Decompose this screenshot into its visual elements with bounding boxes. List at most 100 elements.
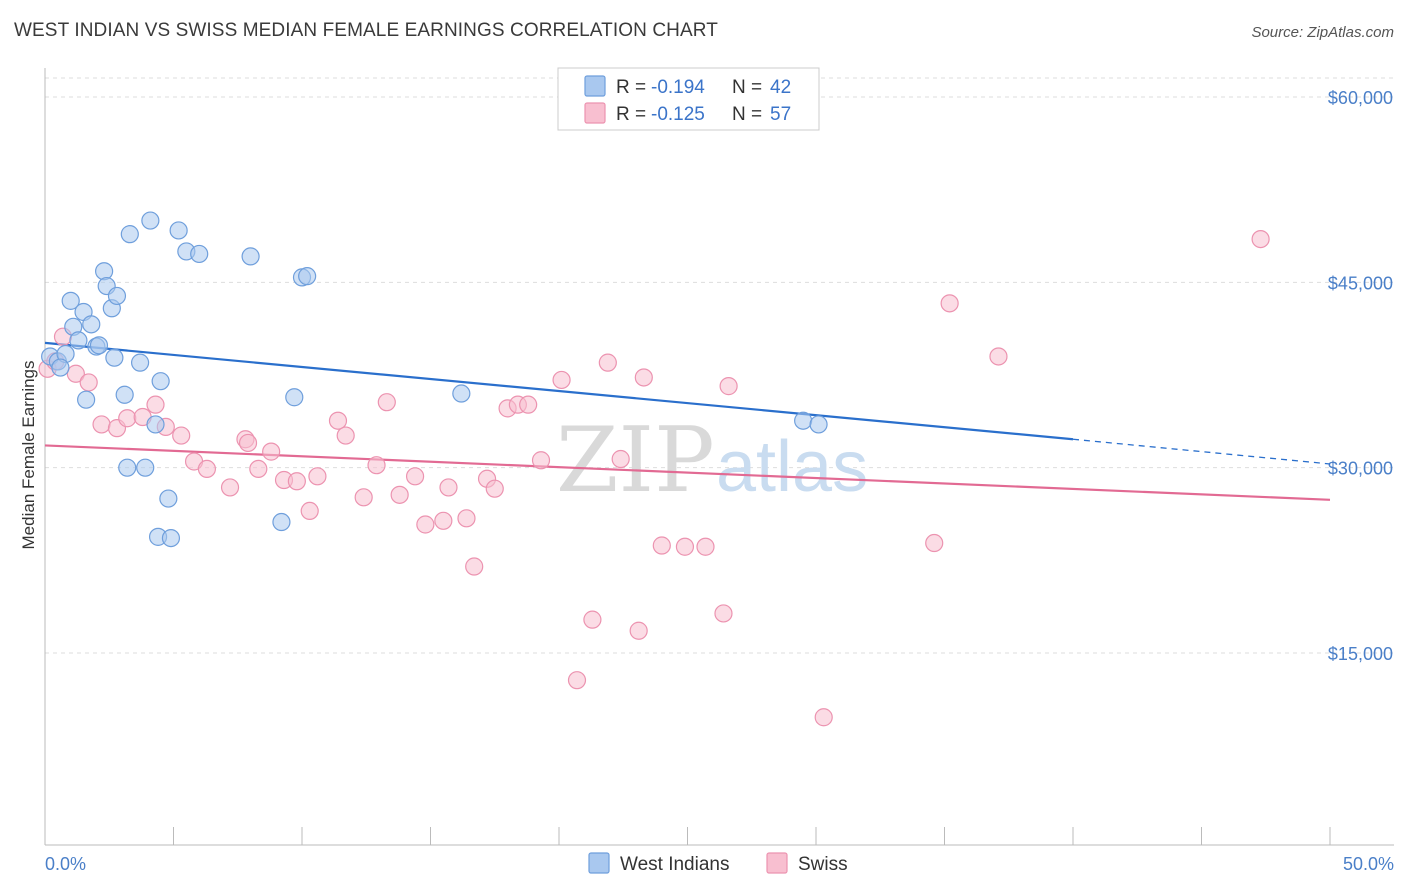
point-west-indians-21 bbox=[136, 458, 155, 477]
point-swiss-46 bbox=[629, 621, 648, 640]
point-swiss-5 bbox=[92, 415, 111, 434]
y-axis-title: Median Female Earnings bbox=[19, 361, 38, 550]
y-tick-label-1: $30,000 bbox=[1328, 459, 1393, 479]
point-swiss-57 bbox=[1251, 229, 1270, 249]
point-swiss-3 bbox=[66, 364, 85, 383]
point-west-indians-19 bbox=[120, 225, 139, 244]
x-tick-label-min: 0.0% bbox=[45, 854, 86, 874]
point-swiss-11 bbox=[172, 426, 191, 445]
point-west-indians-35 bbox=[298, 267, 317, 286]
correlation-legend: R = -0.194 N = 42 R = -0.125 N = 57 bbox=[557, 67, 820, 131]
legend-n-label-1: N = bbox=[732, 77, 762, 98]
trend-line-swiss bbox=[44, 444, 1331, 501]
point-west-indians-37 bbox=[794, 411, 813, 430]
point-west-indians-26 bbox=[159, 489, 178, 508]
legend-r-label-2: R = bbox=[616, 104, 646, 125]
legend-r-value-2: -0.125 bbox=[651, 104, 705, 125]
point-swiss-53 bbox=[814, 708, 833, 727]
point-west-indians-12 bbox=[95, 262, 114, 281]
point-swiss-9 bbox=[146, 395, 165, 414]
point-west-indians-4 bbox=[61, 291, 80, 310]
watermark: ZIP atlas bbox=[556, 408, 868, 513]
point-swiss-45 bbox=[611, 449, 630, 469]
chart-title: WEST INDIAN VS SWISS MEDIAN FEMALE EARNI… bbox=[14, 20, 718, 41]
point-west-indians-18 bbox=[118, 458, 137, 477]
trend-lines bbox=[44, 341, 1331, 501]
legend-swatch-swiss bbox=[584, 102, 606, 124]
point-swiss-31 bbox=[434, 511, 453, 530]
series-legend: West Indians Swiss bbox=[588, 852, 848, 875]
legend-swatch-west-indians bbox=[584, 75, 606, 97]
y-tick-label-2: $45,000 bbox=[1328, 273, 1393, 293]
point-west-indians-38 bbox=[809, 415, 828, 434]
point-west-indians-36 bbox=[452, 384, 471, 403]
gridlines bbox=[45, 77, 1394, 654]
point-swiss-39 bbox=[519, 395, 538, 414]
point-swiss-44 bbox=[598, 353, 617, 372]
point-swiss-25 bbox=[354, 488, 373, 507]
legend-r-value-1: -0.194 bbox=[651, 77, 705, 98]
point-swiss-23 bbox=[328, 411, 348, 430]
point-swiss-52 bbox=[719, 377, 738, 396]
point-west-indians-23 bbox=[146, 415, 165, 434]
legend-n-value-2: 57 bbox=[770, 104, 791, 125]
trend-line-west-indians-extension bbox=[1072, 438, 1331, 465]
x-tick-label-max: 50.0% bbox=[1343, 854, 1394, 874]
bottom-legend-swatch-swiss bbox=[766, 852, 788, 874]
data-points bbox=[38, 211, 1270, 727]
point-west-indians-30 bbox=[190, 244, 209, 264]
point-west-indians-33 bbox=[285, 388, 304, 407]
trend-line-west-indians bbox=[44, 341, 1074, 441]
point-swiss-34 bbox=[465, 557, 484, 576]
point-west-indians-32 bbox=[272, 512, 291, 532]
point-swiss-40 bbox=[531, 451, 551, 470]
point-swiss-51 bbox=[714, 604, 733, 623]
legend-n-label-2: N = bbox=[732, 104, 762, 125]
point-west-indians-8 bbox=[77, 390, 96, 409]
point-west-indians-25 bbox=[151, 372, 170, 391]
legend-n-value-1: 42 bbox=[770, 77, 791, 98]
bottom-legend-swatch-west-indians bbox=[588, 852, 610, 874]
point-swiss-30 bbox=[416, 515, 435, 534]
point-swiss-36 bbox=[485, 479, 504, 498]
point-swiss-28 bbox=[390, 485, 409, 504]
watermark-atlas: atlas bbox=[716, 427, 868, 507]
point-west-indians-20 bbox=[130, 353, 150, 372]
point-swiss-33 bbox=[457, 509, 476, 528]
bottom-legend-west-indians: West Indians bbox=[620, 854, 729, 875]
y-tick-label-0: $15,000 bbox=[1328, 644, 1393, 664]
point-swiss-55 bbox=[940, 294, 959, 313]
point-west-indians-28 bbox=[169, 221, 188, 240]
point-swiss-47 bbox=[634, 368, 653, 387]
point-west-indians-17 bbox=[115, 385, 134, 404]
point-swiss-49 bbox=[675, 537, 695, 556]
axes bbox=[44, 68, 1394, 846]
bottom-legend-swiss: Swiss bbox=[798, 854, 848, 875]
watermark-zip: ZIP bbox=[556, 408, 715, 513]
y-axis-tick-labels: $15,000 $30,000 $45,000 $60,000 bbox=[1328, 88, 1393, 664]
point-swiss-26 bbox=[367, 456, 386, 475]
point-west-indians-16 bbox=[107, 286, 127, 306]
point-west-indians-9 bbox=[82, 315, 101, 334]
point-west-indians-3 bbox=[51, 358, 70, 377]
y-tick-label-3: $60,000 bbox=[1328, 88, 1393, 108]
point-swiss-32 bbox=[439, 478, 458, 497]
point-west-indians-11 bbox=[89, 336, 109, 355]
point-swiss-27 bbox=[377, 393, 396, 412]
point-west-indians-31 bbox=[241, 247, 260, 266]
point-swiss-16 bbox=[238, 433, 258, 453]
point-swiss-29 bbox=[405, 467, 425, 486]
point-swiss-14 bbox=[220, 478, 240, 497]
point-swiss-24 bbox=[336, 426, 355, 445]
point-west-indians-22 bbox=[141, 211, 160, 230]
point-swiss-56 bbox=[989, 347, 1008, 366]
point-swiss-18 bbox=[262, 442, 281, 461]
point-swiss-7 bbox=[118, 409, 137, 428]
point-west-indians-27 bbox=[161, 528, 181, 548]
point-swiss-50 bbox=[696, 537, 715, 556]
point-swiss-48 bbox=[652, 536, 671, 555]
point-swiss-54 bbox=[925, 533, 944, 553]
point-swiss-4 bbox=[79, 373, 98, 392]
legend-r-label-1: R = bbox=[616, 77, 646, 98]
